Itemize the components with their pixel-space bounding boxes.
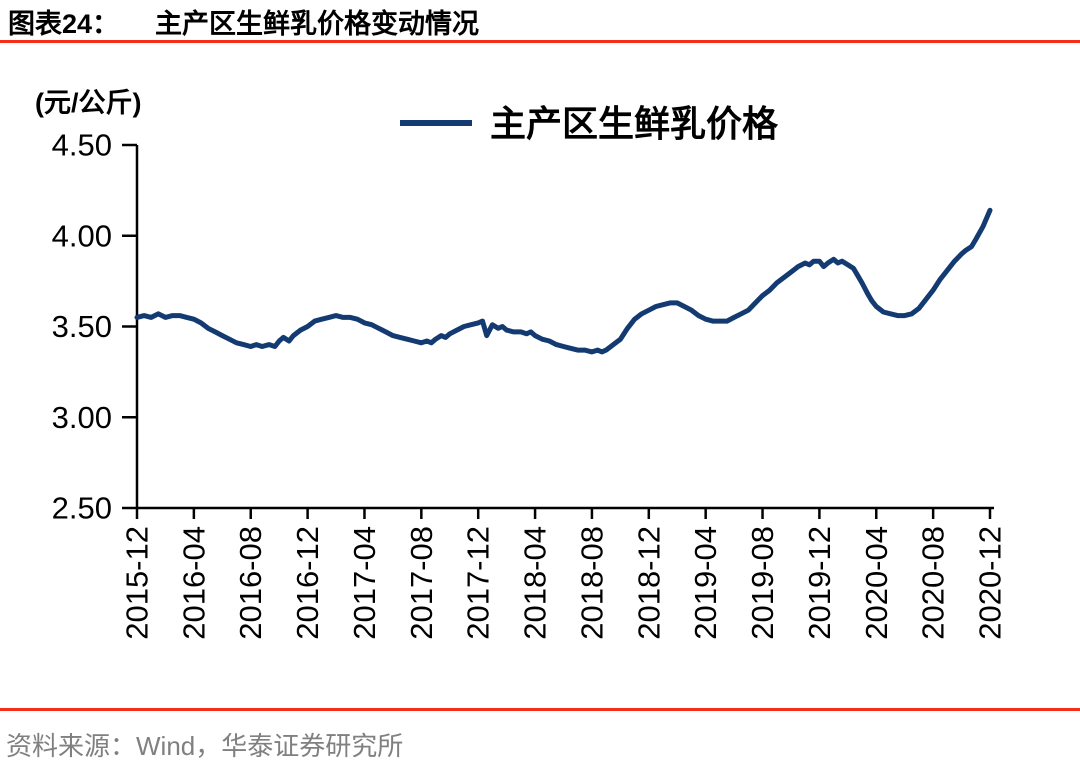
x-tick-label: 2017-08 [404,526,439,640]
bottom-divider-rule [0,708,1080,711]
x-tick-label: 2017-12 [461,526,496,640]
y-tick-label: 3.50 [52,309,112,344]
legend-label: 主产区生鲜乳价格 [490,103,779,144]
source-note: 资料来源：Wind，华泰证券研究所 [6,731,404,761]
x-tick-label: 2019-04 [688,526,723,640]
x-tick-label: 2018-04 [518,526,553,640]
y-tick-label: 3.00 [52,400,112,435]
x-tick-label: 2019-08 [745,526,780,640]
y-tick-label: 4.00 [52,218,112,253]
x-tick-label: 2018-08 [574,526,609,640]
x-tick-label: 2020-04 [859,526,894,640]
top-divider-rule [0,40,1080,43]
y-tick-label: 4.50 [52,128,112,163]
figure-number-label: 图表24： [8,9,120,39]
x-tick-label: 2016-08 [233,526,268,640]
x-tick-label: 2017-04 [347,526,382,640]
y-axis-unit-label: (元/公斤) [35,88,141,118]
x-tick-label: 2020-12 [973,526,1008,640]
x-tick-label: 2020-08 [916,526,951,640]
figure-title: 主产区生鲜乳价格变动情况 [155,9,480,39]
x-tick-label: 2016-04 [176,526,211,640]
figure-title-row: 图表24： 主产区生鲜乳价格变动情况 [8,2,479,41]
y-tick-label: 2.50 [52,491,112,526]
x-tick-label: 2018-12 [631,526,666,640]
chart-series [134,207,993,355]
x-tick-label: 2015-12 [120,526,155,640]
x-tick-label: 2016-12 [290,526,325,640]
price-line-series [134,207,993,355]
x-tick-label: 2019-12 [802,526,837,640]
